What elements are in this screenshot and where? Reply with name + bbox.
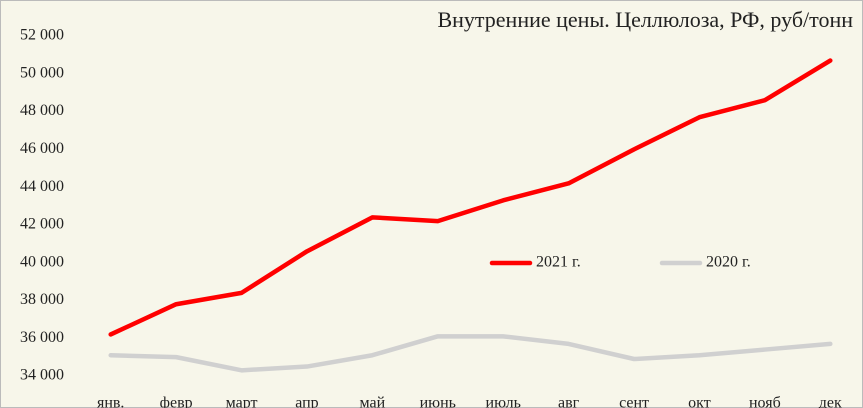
x-tick-label: нояб xyxy=(749,395,781,408)
x-tick-label: февр xyxy=(160,395,193,408)
y-tick-label: 44 000 xyxy=(20,178,64,195)
y-tick-label: 34 000 xyxy=(20,367,64,384)
x-tick-label: дек xyxy=(819,395,842,408)
x-tick-label: март xyxy=(226,395,258,408)
series-line xyxy=(108,334,833,373)
x-tick-label: сент xyxy=(619,395,649,408)
y-tick-label: 48 000 xyxy=(20,102,64,119)
y-tick-label: 36 000 xyxy=(20,329,64,346)
x-tick-label: май xyxy=(360,395,386,408)
y-tick-label: 38 000 xyxy=(20,291,64,308)
series-line xyxy=(108,58,833,337)
x-tick-label: апр xyxy=(295,395,318,408)
legend-label: 2021 г. xyxy=(536,254,581,271)
x-tick-label: окт xyxy=(688,395,711,408)
legend-label: 2020 г. xyxy=(706,254,751,271)
y-tick-label: 50 000 xyxy=(20,64,64,81)
chart-title: Внутренние цены. Целлюлоза, РФ, руб/тонн xyxy=(437,7,853,32)
y-tick-label: 52 000 xyxy=(20,27,64,44)
y-tick-label: 42 000 xyxy=(20,216,64,233)
x-tick-label: авг xyxy=(558,395,580,408)
x-tick-label: янв. xyxy=(97,395,124,408)
x-tick-label: июль xyxy=(486,395,521,408)
y-tick-label: 40 000 xyxy=(20,253,64,270)
x-tick-label: июнь xyxy=(420,395,456,408)
y-tick-label: 46 000 xyxy=(20,140,64,157)
